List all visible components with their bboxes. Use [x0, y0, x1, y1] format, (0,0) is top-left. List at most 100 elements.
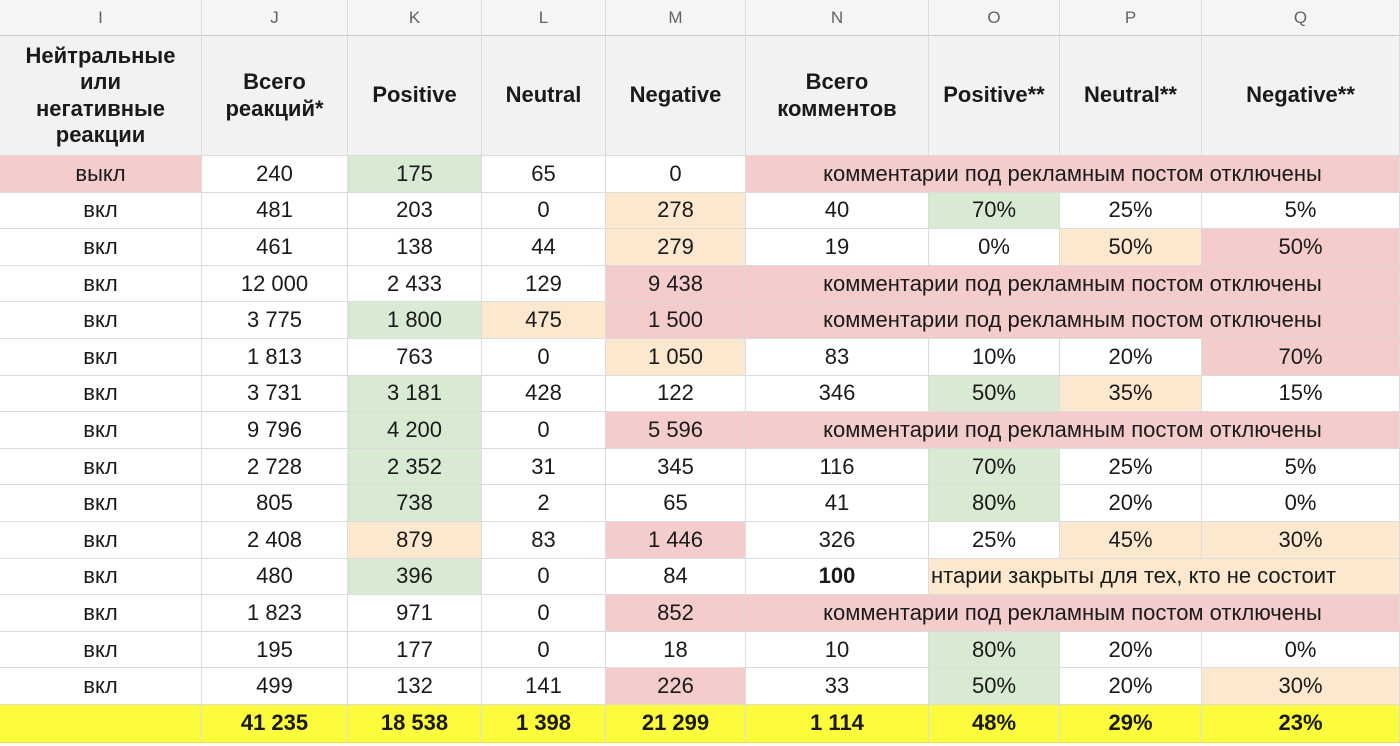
cell-negative-pct[interactable]: 50%: [1202, 229, 1400, 266]
cell-neutral-pct[interactable]: 20%: [1060, 338, 1202, 376]
cell-total-reactions[interactable]: 499: [202, 668, 348, 705]
cell-reaction-mode[interactable]: вкл: [0, 668, 202, 705]
cell-reaction-mode[interactable]: вкл: [0, 412, 202, 449]
cell-total-reactions[interactable]: 195: [202, 631, 348, 669]
cell-total-comments[interactable]: 19: [746, 229, 929, 266]
total-negative[interactable]: 21 299: [606, 704, 746, 743]
cell-total-reactions[interactable]: 805: [202, 485, 348, 522]
cell-total-comments[interactable]: 326: [746, 521, 929, 559]
cell-positive-pct[interactable]: 80%: [929, 631, 1060, 669]
cell-neutral-pct[interactable]: 25%: [1060, 192, 1202, 230]
cell-positive[interactable]: 132: [348, 668, 482, 705]
cell-negative-pct[interactable]: 0%: [1202, 631, 1400, 669]
cell-negative-pct[interactable]: 30%: [1202, 521, 1400, 559]
header-neutral[interactable]: Neutral: [482, 36, 606, 156]
cell-neutral[interactable]: 475: [482, 302, 606, 339]
cell-negative[interactable]: 18: [606, 631, 746, 669]
cell-negative[interactable]: 84: [606, 558, 746, 596]
cell-reaction-mode[interactable]: вкл: [0, 558, 202, 596]
cell-neutral[interactable]: 31: [482, 448, 606, 486]
cell-reaction-mode[interactable]: вкл: [0, 265, 202, 303]
cell-neutral[interactable]: 0: [482, 631, 606, 669]
cell-neutral[interactable]: 141: [482, 668, 606, 705]
cell-total-comments[interactable]: 33: [746, 668, 929, 705]
cell-positive[interactable]: 3 181: [348, 375, 482, 413]
cell-positive[interactable]: 2 352: [348, 448, 482, 486]
total-label-cell[interactable]: [0, 704, 202, 743]
cell-negative[interactable]: 226: [606, 668, 746, 705]
cell-total-reactions[interactable]: 9 796: [202, 412, 348, 449]
cell-negative-pct[interactable]: 0%: [1202, 485, 1400, 522]
cell-total-reactions[interactable]: 2 408: [202, 521, 348, 559]
cell-negative[interactable]: 278: [606, 192, 746, 230]
header-positive-comments[interactable]: Positive**: [929, 36, 1060, 156]
cell-positive-pct[interactable]: 0%: [929, 229, 1060, 266]
cell-total-comments[interactable]: 41: [746, 485, 929, 522]
cell-negative-pct[interactable]: 30%: [1202, 668, 1400, 705]
cell-total-comments[interactable]: 83: [746, 338, 929, 376]
header-positive[interactable]: Positive: [348, 36, 482, 156]
column-header-q[interactable]: Q: [1202, 0, 1400, 36]
cell-reaction-mode[interactable]: вкл: [0, 595, 202, 632]
total-positive-pct[interactable]: 48%: [929, 704, 1060, 743]
cell-total-reactions[interactable]: 1 823: [202, 595, 348, 632]
header-neutral-comments[interactable]: Neutral**: [1060, 36, 1202, 156]
cell-positive[interactable]: 2 433: [348, 265, 482, 303]
cell-reaction-mode[interactable]: вкл: [0, 229, 202, 266]
cell-neutral-pct[interactable]: 20%: [1060, 485, 1202, 522]
cell-positive[interactable]: 138: [348, 229, 482, 266]
total-positive[interactable]: 18 538: [348, 704, 482, 743]
cell-neutral[interactable]: 0: [482, 338, 606, 376]
cell-total-comments[interactable]: 100: [746, 558, 929, 596]
cell-negative[interactable]: 1 500: [606, 302, 746, 339]
cell-positive[interactable]: 763: [348, 338, 482, 376]
cell-total-reactions[interactable]: 12 000: [202, 265, 348, 303]
cell-neutral-pct[interactable]: 20%: [1060, 631, 1202, 669]
cell-positive[interactable]: 396: [348, 558, 482, 596]
cell-positive[interactable]: 1 800: [348, 302, 482, 339]
cell-total-reactions[interactable]: 2 728: [202, 448, 348, 486]
cell-neutral[interactable]: 2: [482, 485, 606, 522]
cell-negative[interactable]: 65: [606, 485, 746, 522]
cell-neutral[interactable]: 428: [482, 375, 606, 413]
cell-total-comments[interactable]: 346: [746, 375, 929, 413]
cell-positive[interactable]: 879: [348, 521, 482, 559]
cell-positive[interactable]: 738: [348, 485, 482, 522]
cell-neutral-pct[interactable]: 20%: [1060, 668, 1202, 705]
cell-positive-pct[interactable]: 50%: [929, 375, 1060, 413]
cell-comments-disabled-note[interactable]: комментарии под рекламным постом отключе…: [746, 265, 1400, 303]
header-negative-comments[interactable]: Negative**: [1202, 36, 1400, 156]
cell-negative[interactable]: 1 050: [606, 338, 746, 376]
cell-positive-pct[interactable]: 50%: [929, 668, 1060, 705]
header-reaction-mode[interactable]: Нейтральные или негативные реакции: [0, 36, 202, 156]
cell-neutral-pct[interactable]: 35%: [1060, 375, 1202, 413]
cell-negative[interactable]: 852: [606, 595, 746, 632]
cell-positive[interactable]: 971: [348, 595, 482, 632]
column-header-p[interactable]: P: [1060, 0, 1202, 36]
cell-reaction-mode[interactable]: вкл: [0, 302, 202, 339]
cell-total-reactions[interactable]: 480: [202, 558, 348, 596]
cell-positive[interactable]: 177: [348, 631, 482, 669]
cell-negative[interactable]: 5 596: [606, 412, 746, 449]
cell-negative[interactable]: 1 446: [606, 521, 746, 559]
cell-total-reactions[interactable]: 481: [202, 192, 348, 230]
total-comments[interactable]: 1 114: [746, 704, 929, 743]
cell-reaction-mode[interactable]: выкл: [0, 156, 202, 193]
cell-positive-pct[interactable]: 10%: [929, 338, 1060, 376]
cell-negative[interactable]: 345: [606, 448, 746, 486]
column-header-j[interactable]: J: [202, 0, 348, 36]
column-header-l[interactable]: L: [482, 0, 606, 36]
cell-negative-pct[interactable]: 5%: [1202, 192, 1400, 230]
cell-total-reactions[interactable]: 3 731: [202, 375, 348, 413]
cell-total-reactions[interactable]: 461: [202, 229, 348, 266]
cell-comments-disabled-note[interactable]: комментарии под рекламным постом отключе…: [746, 412, 1400, 449]
cell-negative[interactable]: 0: [606, 156, 746, 193]
cell-negative[interactable]: 122: [606, 375, 746, 413]
column-header-o[interactable]: O: [929, 0, 1060, 36]
cell-comments-disabled-note[interactable]: комментарии под рекламным постом отключе…: [746, 595, 1400, 632]
cell-negative[interactable]: 9 438: [606, 265, 746, 303]
column-header-m[interactable]: M: [606, 0, 746, 36]
cell-neutral[interactable]: 129: [482, 265, 606, 303]
cell-total-comments[interactable]: 10: [746, 631, 929, 669]
cell-positive[interactable]: 4 200: [348, 412, 482, 449]
